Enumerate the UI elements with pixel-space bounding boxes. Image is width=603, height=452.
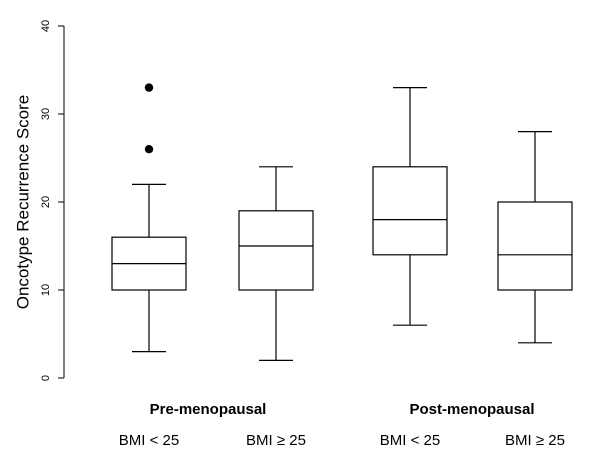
interquartile-box	[238, 210, 314, 291]
outlier-point	[144, 83, 154, 92]
category-label-3: BMI < 25	[380, 432, 440, 449]
category-label-1: BMI < 25	[119, 432, 179, 449]
box-1	[111, 83, 187, 353]
group-labels: Pre-menopausal Post-menopausal	[150, 401, 535, 418]
box-3	[372, 86, 448, 326]
y-tick-label-30: 30	[40, 108, 52, 120]
y-tick-label-10: 10	[40, 284, 52, 296]
y-tick-label-0: 0	[40, 375, 52, 381]
interquartile-box	[372, 166, 448, 256]
group-label-1: Pre-menopausal	[150, 401, 267, 418]
category-label-4: BMI ≥ 25	[505, 432, 565, 449]
y-tick-label-20: 20	[40, 196, 52, 208]
interquartile-box	[497, 201, 573, 291]
category-label-2: BMI ≥ 25	[246, 432, 306, 449]
group-label-2: Post-menopausal	[409, 401, 534, 418]
y-tick-label-40: 40	[40, 20, 52, 32]
box-4	[497, 131, 573, 344]
category-labels: BMI < 25 BMI ≥ 25 BMI < 25 BMI ≥ 25	[119, 432, 565, 449]
outlier-point	[144, 145, 154, 154]
boxes	[111, 83, 573, 361]
y-axis: 0 10 20 30 40	[40, 20, 65, 381]
y-axis-label: Oncotype Recurrence Score	[13, 95, 32, 310]
box-2	[238, 166, 314, 361]
